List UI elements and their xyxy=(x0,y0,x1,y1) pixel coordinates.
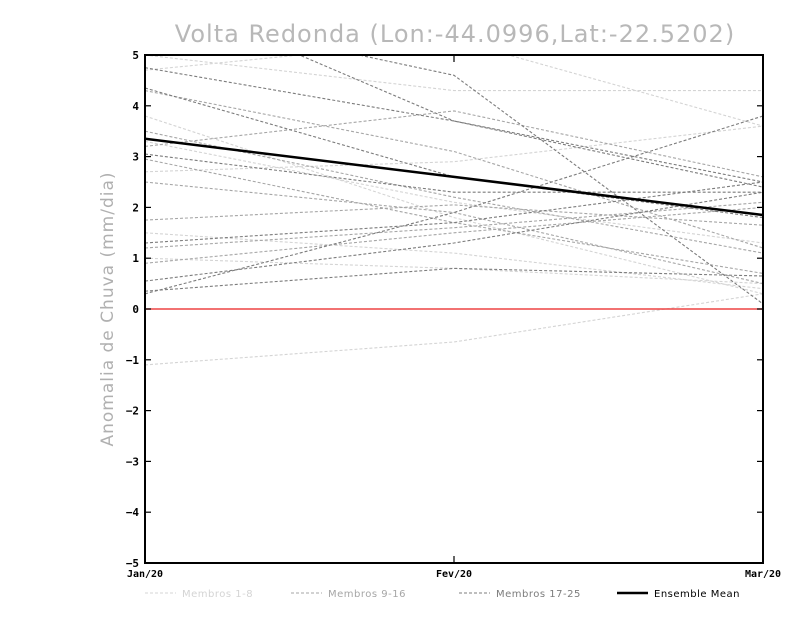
y-tick-label: −2 xyxy=(126,405,139,418)
x-axis-ticks: Jan/20 Fev/20 Mar/20 xyxy=(127,55,781,580)
y-tick-label: 4 xyxy=(132,100,139,113)
member-line-2 xyxy=(145,293,763,366)
member-line-21 xyxy=(145,153,763,193)
member-line-15 xyxy=(145,90,763,249)
chart-title: Volta Redonda (Lon:-44.0996,Lat:-22.5202… xyxy=(175,20,735,48)
legend-label: Ensemble Mean xyxy=(654,589,740,600)
member-line-7 xyxy=(145,140,763,244)
member-line-1 xyxy=(145,55,763,127)
member-line-12 xyxy=(145,201,763,249)
y-tick-label: 1 xyxy=(132,252,139,265)
y-tick-label: 3 xyxy=(132,151,139,164)
member-line-4 xyxy=(145,125,763,173)
y-tick-label: 0 xyxy=(132,303,139,316)
member-line-19 xyxy=(145,115,763,295)
member-line-9 xyxy=(145,110,763,178)
y-tick-label: −5 xyxy=(126,557,139,570)
member-line-13 xyxy=(145,130,763,254)
y-axis-ticks: −5 −4 −3 −2 −1 0 1 2 3 4 5 xyxy=(126,49,763,570)
y-axis-label: Anomalia de Chuva (mm/dia) xyxy=(98,171,118,446)
member-line-8 xyxy=(145,257,763,285)
member-line-23 xyxy=(145,191,763,282)
member-line-11 xyxy=(145,158,763,274)
y-tick-label: 2 xyxy=(132,201,139,214)
y-tick-label: 5 xyxy=(132,49,139,62)
member-line-25 xyxy=(145,181,763,244)
member-line-5 xyxy=(145,232,763,290)
member-line-3 xyxy=(145,115,763,295)
member-line-24 xyxy=(356,55,763,305)
ensemble-mean-line xyxy=(145,137,763,217)
legend-label: Membros 17-25 xyxy=(496,589,581,600)
y-tick-label: −4 xyxy=(126,506,140,519)
member-line-18 xyxy=(298,55,763,183)
x-tick-label: Fev/20 xyxy=(436,569,472,580)
x-tick-label: Jan/20 xyxy=(127,569,163,580)
x-tick-label: Mar/20 xyxy=(745,569,781,580)
y-tick-label: −1 xyxy=(126,354,140,367)
legend: Membros 1-8 Membros 9-16 Membros 17-25 Ense… xyxy=(145,589,740,600)
y-tick-label: −3 xyxy=(126,455,139,468)
member-line-22 xyxy=(145,87,763,219)
member-line-16 xyxy=(145,181,763,285)
member-line-6 xyxy=(145,55,763,92)
member-line-20 xyxy=(145,267,763,292)
legend-label: Membros 1-8 xyxy=(182,589,253,600)
member-line-10 xyxy=(145,204,763,226)
legend-label: Membros 9-16 xyxy=(328,589,406,600)
